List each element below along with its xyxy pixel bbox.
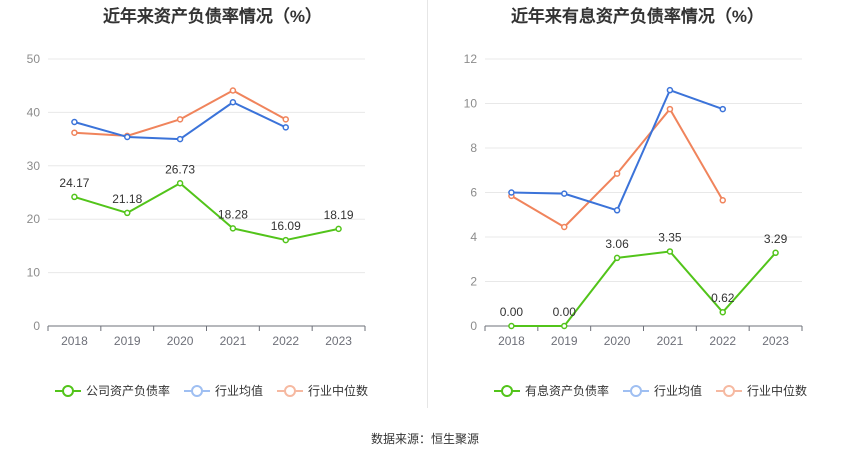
data-point-industry-median	[176, 116, 184, 123]
legend-label: 行业中位数	[308, 384, 369, 398]
y-tick-label: 0	[33, 319, 40, 333]
y-tick-label: 12	[464, 52, 478, 66]
data-point-industry-mean	[666, 86, 674, 94]
right-chart-legend: 有息资产负债率 行业均值 行业中位数	[494, 382, 821, 399]
data-label: 3.35	[658, 230, 682, 244]
data-point-industry-mean	[229, 99, 237, 106]
data-point-company	[613, 254, 621, 262]
data-label: 21.18	[112, 192, 142, 206]
data-point-industry-mean	[719, 105, 726, 113]
x-tick-label: 2022	[272, 334, 299, 348]
y-tick-label: 0	[470, 319, 477, 333]
data-point-industry-mean	[282, 124, 289, 131]
legend-line-marker-icon	[184, 384, 211, 397]
y-tick-label: 50	[27, 52, 41, 66]
data-label: 18.19	[324, 208, 354, 222]
x-tick-label: 2019	[551, 334, 578, 348]
data-point-company	[71, 193, 78, 201]
data-point-company	[176, 180, 184, 187]
legend-item-industry-median[interactable]: 行业中位数	[277, 382, 368, 399]
legend-label: 行业均值	[215, 384, 264, 398]
y-tick-label: 4	[470, 230, 477, 244]
x-tick-label: 2020	[604, 334, 631, 348]
legend-item-interest-ratio[interactable]: 有息资产负债率	[494, 382, 609, 399]
legend-line-marker-icon	[623, 384, 650, 397]
y-tick-label: 2	[470, 275, 477, 289]
data-label: 0.00	[553, 305, 577, 319]
data-point-industry-mean	[561, 190, 568, 197]
legend-item-industry-median[interactable]: 行业中位数	[716, 382, 807, 399]
data-point-industry-mean	[176, 135, 184, 143]
data-point-industry-median	[613, 170, 621, 177]
y-tick-label: 8	[470, 141, 477, 155]
x-tick-label: 2023	[325, 334, 352, 348]
legend-item-company-ratio[interactable]: 公司资产负债率	[55, 382, 170, 399]
legend-label: 公司资产负债率	[86, 384, 171, 398]
legend-item-industry-mean[interactable]: 行业均值	[623, 382, 702, 399]
right-plot-area: 0 2 4 6 8 10 12 2018 2019 2020 2021 2022 2023 0.00 0.0…	[464, 52, 803, 348]
legend-label: 有息资产负债率	[525, 384, 610, 398]
y-tick-label: 10	[27, 266, 41, 280]
data-point-company	[229, 225, 237, 232]
legend-label: 行业均值	[654, 384, 703, 398]
x-tick-label: 2021	[220, 334, 247, 348]
y-tick-label: 10	[464, 97, 478, 111]
data-point-industry-median	[71, 129, 78, 136]
data-point-company	[124, 209, 131, 217]
legend-line-marker-icon	[494, 384, 520, 397]
data-point-company	[772, 249, 779, 257]
data-point-industry-mean	[508, 189, 515, 196]
legend-line-marker-icon	[277, 384, 304, 397]
data-point-industry-mean	[124, 133, 131, 141]
legend-line-marker-icon	[55, 384, 81, 397]
data-label: 3.29	[764, 232, 788, 246]
data-point-industry-mean	[613, 207, 621, 214]
data-label: 3.06	[605, 237, 629, 251]
data-point-company	[561, 322, 568, 330]
data-point-company	[335, 225, 342, 233]
data-label: 0.00	[500, 305, 524, 319]
x-tick-label: 2018	[498, 334, 525, 348]
x-tick-label: 2019	[114, 334, 141, 348]
data-point-industry-median	[282, 116, 289, 123]
data-point-industry-mean	[71, 118, 78, 126]
data-point-company	[666, 248, 674, 255]
y-tick-label: 30	[27, 159, 41, 173]
left-plot-area: 0 10 20 30 40 50 2018 2019 2020 2021 2022 2023 24.17…	[27, 52, 366, 348]
right-chart-title: 近年来有息资产负债率情况（%）	[510, 7, 765, 26]
data-point-company	[282, 236, 289, 244]
data-point-company	[719, 308, 726, 316]
data-label: 26.73	[165, 162, 195, 176]
x-tick-label: 2020	[167, 334, 194, 348]
data-point-industry-median	[666, 105, 674, 113]
legend-item-industry-mean[interactable]: 行业均值	[184, 382, 263, 399]
y-tick-label: 40	[27, 105, 41, 119]
left-chart-legend: 公司资产负债率 行业均值 行业中位数	[55, 382, 382, 399]
x-tick-label: 2018	[61, 334, 88, 348]
legend-line-marker-icon	[716, 384, 743, 397]
data-label: 16.09	[271, 219, 301, 233]
data-point-company	[508, 322, 515, 330]
data-label: 18.28	[218, 207, 248, 221]
chart-divider	[427, 0, 428, 408]
data-point-industry-median	[719, 197, 726, 204]
x-tick-label: 2023	[762, 334, 789, 348]
y-tick-label: 6	[470, 186, 477, 200]
x-tick-label: 2021	[657, 334, 684, 348]
y-tick-label: 20	[27, 212, 41, 226]
left-chart-title: 近年来资产负债率情况（%）	[102, 7, 323, 26]
series-line-company	[74, 182, 339, 242]
data-point-industry-median	[229, 87, 237, 94]
source-note: 数据来源：恒生聚源	[370, 432, 479, 446]
data-label: 0.62	[711, 291, 735, 305]
data-label: 24.17	[59, 176, 89, 190]
x-tick-label: 2022	[709, 334, 736, 348]
data-point-industry-median	[561, 223, 568, 231]
legend-label: 行业中位数	[747, 384, 808, 398]
series-line-company	[511, 250, 777, 327]
